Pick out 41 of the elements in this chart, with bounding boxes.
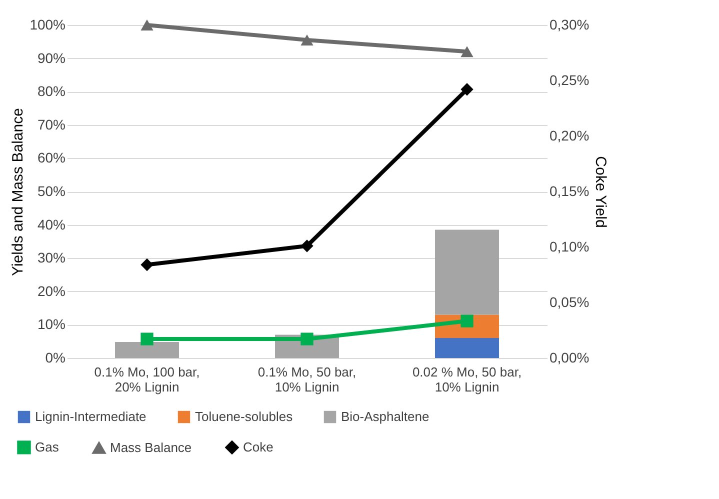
point <box>140 20 154 30</box>
y2-tick-label: 0,10% <box>550 238 590 254</box>
x-tick-label: 0.02 % Mo, 50 bar, 10% Lignin <box>412 364 522 394</box>
y-tick-label: 90% <box>37 50 66 66</box>
y-tick-label: 0% <box>45 350 66 366</box>
y-tick-label: 60% <box>37 150 66 166</box>
point <box>300 34 314 46</box>
y2-tick-label: 0,15% <box>550 183 590 199</box>
y2-tick-label: 0,05% <box>550 294 590 310</box>
bar <box>115 342 179 358</box>
point <box>140 332 154 346</box>
y2-tick-label: 0,20% <box>550 128 590 144</box>
x-tick-label: 0.1% Mo, 50 bar, 10% Lignin <box>258 364 356 394</box>
y-tick-label: 40% <box>37 216 66 232</box>
y-axis-title: Yields and Mass Balance <box>10 108 27 276</box>
point <box>460 46 474 58</box>
y-tick-label: 20% <box>37 282 66 299</box>
point <box>140 258 154 272</box>
legend-label: Coke <box>243 439 274 454</box>
point <box>300 332 314 346</box>
legend-label: Mass Balance <box>110 440 192 455</box>
y2-tick-label: 0,30% <box>550 16 590 32</box>
x-tick-label: 0.1% Mo, 100 bar, 20% Lignin <box>94 364 200 394</box>
y-tick-label: 50% <box>37 183 66 199</box>
y-tick-label: 70% <box>37 116 66 132</box>
legend-label: Gas <box>35 439 60 454</box>
legend-label: Bio-Asphaltene <box>341 409 430 424</box>
y-tick-label: 100% <box>30 16 66 32</box>
point <box>460 83 474 96</box>
legend-label: Toluene-solubles <box>195 409 294 424</box>
y-tick-label: 30% <box>37 250 66 266</box>
bar <box>435 230 499 315</box>
bar <box>435 338 499 358</box>
point <box>300 240 314 252</box>
y-tick-label: 10% <box>37 316 66 332</box>
y2-tick-label: 0,00% <box>550 350 590 366</box>
y2-tick-label: 0,25% <box>550 72 590 88</box>
y-tick-label: 80% <box>37 83 66 100</box>
legend-label: Lignin-Intermediate <box>35 409 146 424</box>
y2-axis-title: Coke Yield <box>592 156 610 228</box>
point <box>460 314 474 328</box>
